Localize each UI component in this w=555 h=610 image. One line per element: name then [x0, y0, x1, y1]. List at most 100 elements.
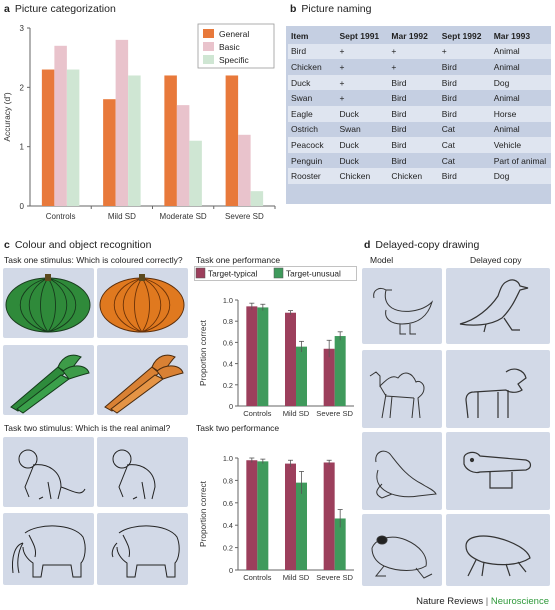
bar: [250, 191, 264, 206]
bar: [246, 460, 258, 570]
task-one-stimulus-label: Task one stimulus: Which is coloured cor…: [4, 255, 183, 265]
seal-copy-icon: [463, 451, 532, 489]
x-tick-label: Controls: [243, 409, 271, 418]
stimulus-tile-monkey-real: [3, 437, 94, 507]
table-header-cell: Mar 1992: [391, 30, 428, 41]
y-tick-label: 0: [229, 402, 233, 411]
table-cell: Dog: [493, 77, 510, 88]
panel-b-title: b Picture naming: [290, 3, 372, 15]
legend-swatch: [203, 29, 214, 38]
elephant-chimera-icon: [111, 525, 180, 578]
bar: [334, 336, 346, 406]
picture-categorization-chart: 0 1 2 3 Accuracy (d') Controls Mild SD Moderate…: [2, 23, 276, 221]
camel-icon: [369, 371, 425, 419]
bar: [334, 518, 346, 570]
bar: [285, 312, 296, 406]
duck-copy-icon: [459, 279, 529, 333]
table-cell: Swan: [291, 93, 313, 104]
bar: [238, 134, 251, 206]
bar: [323, 462, 335, 570]
table-cell: Bird: [391, 93, 407, 104]
bar: [323, 348, 335, 406]
y-tick-label: 3: [20, 24, 25, 33]
table-cell: Cat: [441, 139, 455, 150]
y-axis-label: Proportion correct: [198, 480, 208, 547]
y-tick-label: 0.6: [223, 499, 233, 508]
legend-swatch: [203, 42, 214, 51]
table-cell: +: [441, 46, 447, 57]
table-cell: Rooster: [291, 171, 321, 182]
table-header-cell: Mar 1993: [493, 30, 531, 41]
table-cell: Bird: [441, 77, 457, 88]
table-cell: Penguin: [291, 155, 323, 166]
bar: [54, 45, 67, 206]
table-row: Swan + Bird Bird Animal: [288, 90, 551, 106]
legend-swatch: [203, 55, 214, 64]
x-tick-label: Controls: [243, 573, 271, 582]
table-header-cell: Sept 1992: [441, 30, 482, 41]
journal-name: Nature Reviews: [416, 596, 484, 607]
legend-label: Basic: [219, 42, 241, 52]
bar: [115, 39, 129, 206]
table-cell: Chicken: [391, 171, 423, 182]
bar: [189, 140, 202, 206]
bar: [257, 307, 269, 406]
table-cell: Bird: [391, 139, 407, 150]
stimulus-tile-green-pumpkin: [3, 268, 94, 338]
table-cell: +: [339, 61, 345, 72]
table-row: Peacock Duck Bird Cat Vehicle: [288, 137, 551, 153]
legend-swatch: [195, 267, 206, 279]
stimulus-tile-elephant-real: [3, 513, 94, 585]
table-cell: Ostrich: [291, 124, 318, 135]
stimulus-tile-elephant-chimera: [97, 513, 188, 585]
celery-green-icon: [10, 354, 90, 414]
bar: [66, 69, 80, 207]
celery-orange-icon: [104, 354, 184, 414]
picture-naming-table: Item Sept 1991 Mar 1992 Sept 1992 Mar 1993 B…: [288, 28, 551, 184]
legend-label: Target-unusual: [286, 269, 341, 279]
table-cell: Chicken: [339, 171, 371, 182]
model-drawing-seal: [362, 432, 442, 510]
bar: [246, 306, 258, 406]
legend-label: General: [219, 29, 249, 39]
table-cell: Bird: [441, 61, 457, 72]
model-drawing-duck: [362, 268, 442, 344]
panel-a-title: a Picture categorization: [4, 3, 116, 15]
table-cell: +: [339, 77, 345, 88]
legend-swatch: [273, 267, 284, 279]
journal-separator: |: [485, 596, 489, 607]
journal-section: Neuroscience: [490, 596, 549, 607]
table-row: Chicken + + Bird Animal: [288, 59, 551, 75]
task-two-stimulus-label: Task two stimulus: Which is the real ani…: [4, 423, 171, 433]
task-one-performance-chart: Target-typical Target-unusual 0 0.2 0.4 0.6 0.…: [194, 266, 357, 418]
x-tick-label: Controls: [46, 212, 76, 221]
delayed-copy-drawing-frog: [446, 514, 550, 586]
y-tick-label: 1.0: [223, 296, 233, 305]
delayed-copy-drawing-camel: [446, 350, 550, 428]
table-cell: Animal: [493, 46, 520, 57]
table-cell: Bird: [441, 171, 457, 182]
frog-copy-icon: [465, 535, 531, 577]
monkey-chimera-icon: [112, 449, 156, 500]
x-tick-label: Severe SD: [225, 212, 264, 221]
table-cell: Animal: [493, 61, 520, 72]
table-row: Rooster Chicken Chicken Bird Dog: [288, 168, 551, 184]
elephant-icon: [12, 525, 86, 578]
table-header-row: Item Sept 1991 Mar 1992 Sept 1992 Mar 1993: [288, 28, 551, 44]
y-tick-label: 0.6: [223, 338, 233, 347]
table-cell: Chicken: [291, 61, 322, 72]
x-tick-label: Severe SD: [316, 573, 353, 582]
bar: [296, 346, 307, 406]
table-cell: +: [339, 46, 345, 57]
table-cell: Cat: [441, 124, 455, 135]
table-cell: Duck: [291, 77, 311, 88]
y-tick-label: 0: [20, 202, 25, 211]
camel-copy-icon: [465, 368, 527, 419]
picture-naming-table-bg: Item Sept 1991 Mar 1992 Sept 1992 Mar 1993 B…: [286, 26, 551, 204]
bar: [257, 461, 269, 570]
x-tick-label: Mild SD: [283, 409, 310, 418]
table-cell: Bird: [391, 124, 407, 135]
stimulus-tile-green-celery: [3, 345, 94, 415]
table-cell: Cat: [441, 155, 455, 166]
table-cell: Part of animal: [493, 155, 547, 166]
